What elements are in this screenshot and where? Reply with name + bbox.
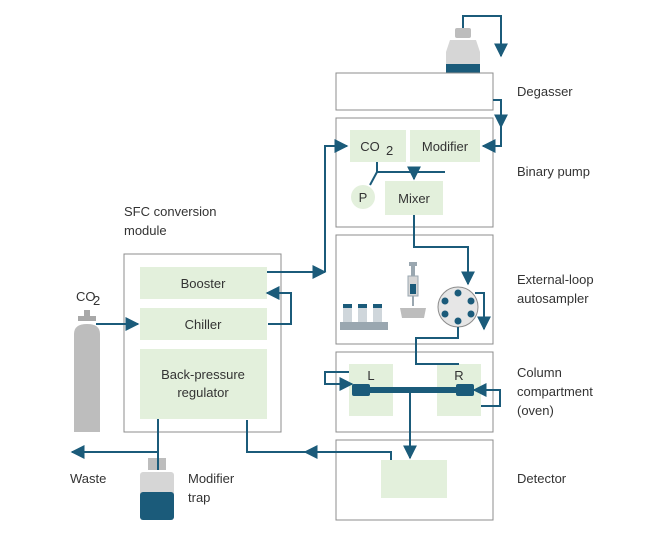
co2-cylinder-subscript: 2 — [93, 293, 100, 308]
sfc-module-label-line2: module — [124, 223, 167, 238]
syringe-icon — [407, 262, 419, 306]
degasser-module — [335, 72, 494, 111]
column-right-label: R — [454, 368, 463, 383]
modifier-pump-box — [410, 130, 480, 162]
column-compartment-label-line3: (oven) — [517, 403, 554, 418]
booster-label: Booster — [181, 276, 226, 291]
modifier-trap-icon — [140, 458, 174, 520]
booster-box — [140, 267, 267, 299]
sfc-module-label-line1: SFC conversion — [124, 204, 216, 219]
co2-pump-label: CO — [360, 139, 380, 154]
modifier-pump-label: Modifier — [422, 139, 469, 154]
chiller-box — [140, 308, 267, 340]
co2-pump-box — [350, 130, 406, 162]
chiller-label: Chiller — [185, 317, 223, 332]
bpr-label-line2: regulator — [177, 385, 229, 400]
column-icon — [352, 384, 474, 396]
co2-pump-subscript: 2 — [386, 143, 393, 158]
solvent-bottle-icon — [446, 28, 480, 73]
autosampler-label-line1: External-loop — [517, 272, 594, 287]
column-compartment-label-line1: Column — [517, 365, 562, 380]
binary-pump-label: Binary pump — [517, 164, 590, 179]
back-pressure-regulator-box — [140, 349, 267, 419]
autosampler-label-line2: autosampler — [517, 291, 589, 306]
detector-label: Detector — [517, 471, 567, 486]
pressure-sensor-label: P — [359, 190, 368, 205]
detector-cell-box — [381, 460, 447, 498]
column-compartment-label-line2: compartment — [517, 384, 593, 399]
pressure-sensor — [351, 185, 375, 209]
co2-cylinder-icon — [74, 310, 100, 432]
degasser-label: Degasser — [517, 84, 573, 99]
modifier-trap-label-line2: trap — [188, 490, 210, 505]
co2-cylinder-label: CO — [76, 289, 96, 304]
modifier-trap-label-line1: Modifier — [188, 471, 235, 486]
bpr-label-line1: Back-pressure — [161, 367, 245, 382]
waste-label: Waste — [70, 471, 106, 486]
mixer-label: Mixer — [398, 191, 430, 206]
injection-valve-icon — [437, 286, 479, 328]
vial-tray-icon — [340, 304, 388, 330]
column-left-label: L — [367, 368, 374, 383]
needle-seat-icon — [400, 308, 426, 318]
